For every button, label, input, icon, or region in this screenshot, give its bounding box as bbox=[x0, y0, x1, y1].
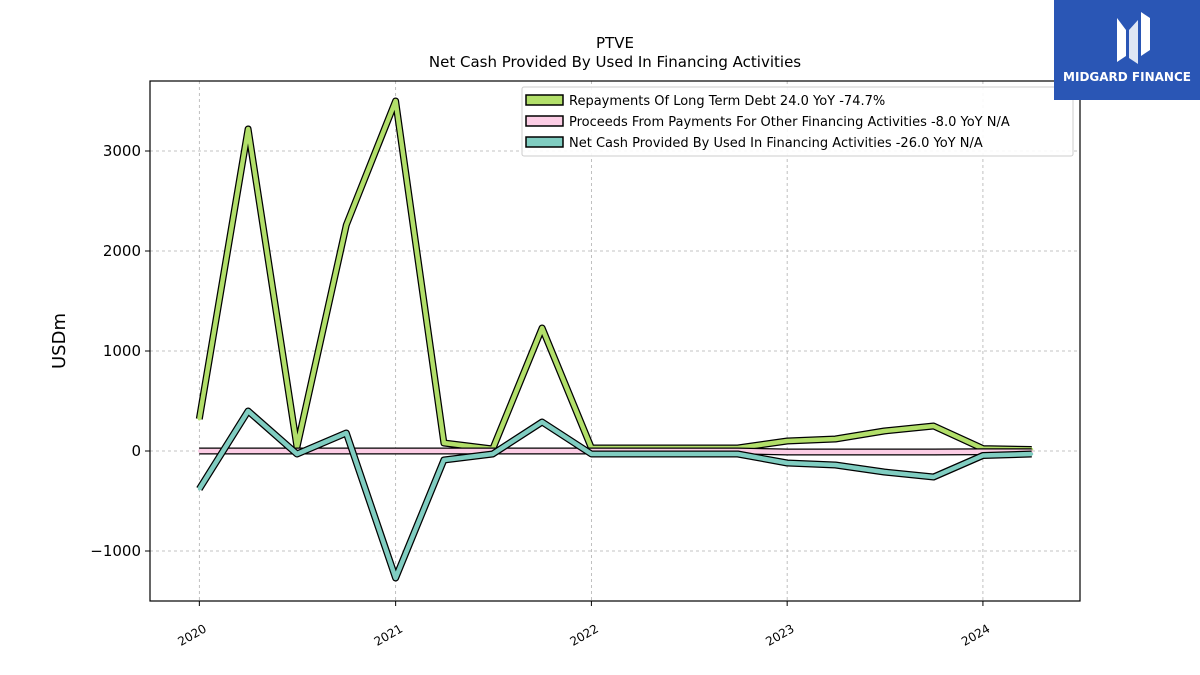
legend-box bbox=[521, 86, 1074, 157]
brand-mark-icon bbox=[1117, 12, 1150, 64]
grid-lines bbox=[150, 81, 1080, 601]
x-axis: 2020 2021 2022 2023 2024 bbox=[175, 601, 992, 649]
data-point-net-cash-provided-by-used-in-financing-activities bbox=[736, 452, 740, 456]
chart-subtitle: Net Cash Provided By Used In Financing A… bbox=[429, 53, 801, 71]
data-point-net-cash-provided-by-used-in-financing-activities bbox=[344, 431, 348, 435]
data-point-net-cash-provided-by-used-in-financing-activities bbox=[394, 576, 398, 580]
legend-label: Proceeds From Payments For Other Financi… bbox=[569, 115, 1010, 130]
data-point-net-cash-provided-by-used-in-financing-activities bbox=[785, 461, 789, 465]
legend-label: Net Cash Provided By Used In Financing A… bbox=[569, 136, 983, 151]
data-point-net-cash-provided-by-used-in-financing-activities bbox=[246, 409, 250, 413]
series-line-net-cash-provided-by-used-in-financing-activities bbox=[197, 408, 1032, 581]
legend-swatch bbox=[525, 94, 564, 106]
data-point-net-cash-provided-by-used-in-financing-activities bbox=[882, 470, 886, 474]
y-tick-label: 0 bbox=[131, 442, 141, 460]
data-point-proceeds-from-payments-for-other-financing-activities bbox=[882, 450, 886, 454]
data-point-repayments-of-long-term-debt bbox=[833, 437, 837, 441]
series-outline-net-cash-provided-by-used-in-financing-activities bbox=[196, 407, 1032, 582]
data-point-net-cash-provided-by-used-in-financing-activities bbox=[686, 452, 690, 456]
y-tick-label: 3000 bbox=[103, 142, 141, 160]
data-point-proceeds-from-payments-for-other-financing-activities bbox=[197, 449, 201, 453]
data-point-proceeds-from-payments-for-other-financing-activities bbox=[833, 450, 837, 454]
y-axis: 3000 2000 1000 0 −1000 bbox=[90, 142, 150, 560]
data-point-repayments-of-long-term-debt bbox=[442, 441, 446, 445]
data-point-net-cash-provided-by-used-in-financing-activities bbox=[491, 452, 495, 456]
data-point-proceeds-from-payments-for-other-financing-activities bbox=[932, 450, 936, 454]
data-point-proceeds-from-payments-for-other-financing-activities bbox=[785, 450, 789, 454]
data-point-repayments-of-long-term-debt bbox=[344, 223, 348, 227]
legend-swatch bbox=[525, 115, 564, 127]
data-point-repayments-of-long-term-debt bbox=[394, 99, 398, 103]
data-point-net-cash-provided-by-used-in-financing-activities bbox=[981, 454, 985, 457]
chart-title: PTVE bbox=[596, 34, 634, 52]
x-tick-label: 2022 bbox=[567, 621, 600, 648]
data-point-repayments-of-long-term-debt bbox=[540, 326, 544, 330]
legend: Repayments Of Long Term Debt 24.0 YoY -7… bbox=[521, 86, 1074, 157]
data-point-proceeds-from-payments-for-other-financing-activities bbox=[394, 449, 398, 453]
data-point-net-cash-provided-by-used-in-financing-activities bbox=[932, 475, 936, 479]
data-point-net-cash-provided-by-used-in-financing-activities bbox=[638, 452, 642, 456]
legend-label: Repayments Of Long Term Debt 24.0 YoY -7… bbox=[569, 94, 885, 109]
y-tick-label: −1000 bbox=[90, 542, 141, 560]
data-point-repayments-of-long-term-debt bbox=[785, 439, 789, 443]
brand-name: MIDGARD FINANCE bbox=[1063, 70, 1191, 84]
data-point-repayments-of-long-term-debt bbox=[882, 429, 886, 433]
data-point-net-cash-provided-by-used-in-financing-activities bbox=[540, 420, 544, 424]
data-point-proceeds-from-payments-for-other-financing-activities bbox=[540, 449, 544, 453]
x-tick-label: 2020 bbox=[175, 621, 208, 648]
data-point-net-cash-provided-by-used-in-financing-activities bbox=[833, 463, 837, 467]
data-point-repayments-of-long-term-debt bbox=[197, 417, 201, 421]
brand-logo: MIDGARD FINANCE bbox=[1054, 0, 1200, 100]
x-tick-label: 2023 bbox=[763, 621, 796, 648]
data-point-repayments-of-long-term-debt bbox=[246, 127, 250, 131]
x-tick-label: 2024 bbox=[959, 621, 992, 648]
y-tick-label: 1000 bbox=[103, 342, 141, 360]
series-layer bbox=[195, 97, 1034, 582]
legend-swatch bbox=[525, 136, 564, 148]
x-tick-label: 2021 bbox=[372, 621, 405, 648]
data-point-net-cash-provided-by-used-in-financing-activities bbox=[442, 458, 446, 462]
data-point-net-cash-provided-by-used-in-financing-activities bbox=[1030, 452, 1034, 456]
data-point-net-cash-provided-by-used-in-financing-activities bbox=[589, 452, 593, 456]
data-point-net-cash-provided-by-used-in-financing-activities bbox=[295, 452, 299, 456]
plot-frame bbox=[149, 80, 1081, 602]
data-point-proceeds-from-payments-for-other-financing-activities bbox=[442, 449, 446, 453]
data-point-net-cash-provided-by-used-in-financing-activities bbox=[197, 487, 201, 491]
data-point-proceeds-from-payments-for-other-financing-activities bbox=[246, 449, 250, 453]
y-axis-label: USDm bbox=[49, 313, 70, 369]
data-point-proceeds-from-payments-for-other-financing-activities bbox=[344, 449, 348, 453]
data-point-repayments-of-long-term-debt bbox=[932, 424, 936, 428]
y-tick-label: 2000 bbox=[103, 242, 141, 260]
